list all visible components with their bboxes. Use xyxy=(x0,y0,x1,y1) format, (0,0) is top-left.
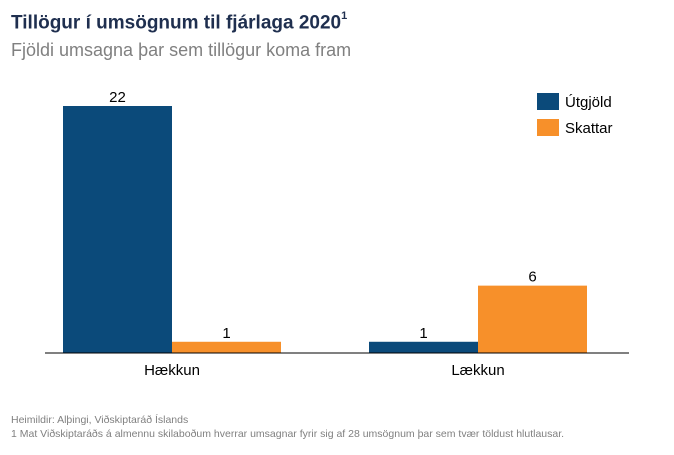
source-note: Heimildir: Alþingi, Viðskiptaráð Íslands xyxy=(11,414,189,426)
legend-label-utgjold: Útgjöld xyxy=(565,94,612,111)
bar-skattar-laekkun xyxy=(478,285,587,353)
legend: Útgjöld Skattar xyxy=(537,93,613,137)
chart-title-text: Tillögur í umsögnum til fjárlaga 2020 xyxy=(11,12,342,34)
data-label-skattar-haekkun: 1 xyxy=(222,325,230,342)
bar-chart: 22 1 1 6 Hækkun Lækkun Útgjöld Skattar xyxy=(45,89,629,379)
bar-labels-group: 22 1 1 6 xyxy=(109,89,537,342)
bar-utgjold-haekkun xyxy=(63,106,172,353)
x-tick-label-haekkun: Hækkun xyxy=(144,362,200,379)
title-footnote-marker: 1 xyxy=(341,10,348,22)
bar-utgjold-laekkun xyxy=(369,341,478,353)
bars-group xyxy=(63,106,587,353)
legend-label-skattar: Skattar xyxy=(565,120,613,137)
data-label-utgjold-laekkun: 1 xyxy=(419,325,427,342)
footnote: 1 Mat Viðskiptaráðs á almennu skilaboðum… xyxy=(11,428,565,440)
data-label-skattar-laekkun: 6 xyxy=(528,269,536,286)
legend-swatch-skattar xyxy=(537,119,559,136)
chart-footer: Heimildir: Alþingi, Viðskiptaráð Íslands… xyxy=(11,413,564,441)
chart-title: Tillögur í umsögnum til fjárlaga 20201 xyxy=(11,10,348,34)
data-label-utgjold-haekkun: 22 xyxy=(109,89,126,106)
chart-subtitle: Fjöldi umsagna þar sem tillögur koma fra… xyxy=(11,40,352,60)
bar-skattar-haekkun xyxy=(172,341,281,353)
legend-swatch-utgjold xyxy=(537,93,559,110)
x-tick-label-laekkun: Lækkun xyxy=(451,362,504,379)
x-tick-labels-group: Hækkun Lækkun xyxy=(144,362,505,379)
